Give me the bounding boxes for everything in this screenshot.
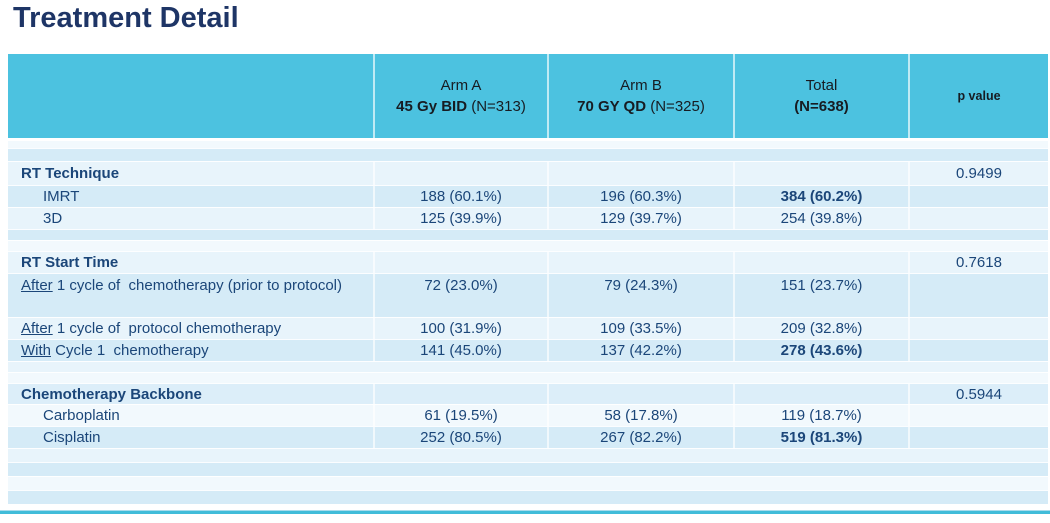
- arm-b-line1: Arm B: [620, 77, 662, 94]
- row-imrt: IMRT 188 (60.1%) 196 (60.3%) 384 (60.2%): [8, 185, 1048, 207]
- arm-b-value: 267 (82.2%): [547, 427, 733, 448]
- row-after-protocol-chemo: After 1 cycle of protocol chemotherapy 1…: [8, 317, 1048, 339]
- bottom-accent-bar: [0, 510, 1050, 514]
- arm-b-value: 109 (33.5%): [547, 318, 733, 339]
- total-value: [733, 162, 908, 185]
- row-label: With Cycle 1 chemotherapy: [21, 342, 209, 359]
- label-underlined: After: [21, 320, 53, 337]
- treatment-table: Arm A 45 Gy BID (N=313) Arm B 70 GY QD (…: [8, 54, 1048, 504]
- arm-a-value: 61 (19.5%): [373, 405, 547, 426]
- table-header-row: Arm A 45 Gy BID (N=313) Arm B 70 GY QD (…: [8, 54, 1048, 138]
- total-value: 254 (39.8%): [733, 208, 908, 229]
- total-value: [733, 384, 908, 404]
- arm-a-value: 141 (45.0%): [373, 340, 547, 361]
- row-after-prior-protocol: After 1 cycle of chemotherapy (prior to …: [8, 273, 1048, 317]
- row-label: 3D: [43, 210, 63, 227]
- p-value: 0.5944: [908, 384, 1048, 404]
- row-rt-technique: RT Technique 0.9499: [8, 161, 1048, 185]
- row-cisplatin: Cisplatin 252 (80.5%) 267 (82.2%) 519 (8…: [8, 426, 1048, 448]
- arm-a-value: [373, 162, 547, 185]
- total-value: 384 (60.2%): [733, 186, 908, 207]
- header-total: Total (N=638): [733, 54, 908, 138]
- p-value: [908, 405, 1048, 426]
- arm-a-value: 125 (39.9%): [373, 208, 547, 229]
- arm-b-value: [547, 162, 733, 185]
- total-value: [733, 252, 908, 273]
- p-value: 0.9499: [908, 162, 1048, 185]
- arm-a-value: 100 (31.9%): [373, 318, 547, 339]
- row-with-cycle-1: With Cycle 1 chemotherapy 141 (45.0%) 13…: [8, 339, 1048, 361]
- p-value: [908, 318, 1048, 339]
- header-arm-a: Arm A 45 Gy BID (N=313): [373, 54, 547, 138]
- spacer-row: [8, 476, 1048, 490]
- header-empty-cell: [8, 54, 373, 138]
- arm-b-value: 58 (17.8%): [547, 405, 733, 426]
- p-value: [908, 186, 1048, 207]
- spacer-row: [8, 462, 1048, 476]
- p-value: 0.7618: [908, 252, 1048, 273]
- spacer-row: [8, 448, 1048, 462]
- spacer-row: [8, 361, 1048, 372]
- arm-a-value: 252 (80.5%): [373, 427, 547, 448]
- total-value: 119 (18.7%): [733, 405, 908, 426]
- row-label: After 1 cycle of protocol chemotherapy: [21, 320, 282, 337]
- arm-b-value: 137 (42.2%): [547, 340, 733, 361]
- header-p-value: p value: [908, 54, 1048, 138]
- arm-b-value: 129 (39.7%): [547, 208, 733, 229]
- arm-a-line2: 45 Gy BID (N=313): [396, 98, 526, 115]
- p-value: [908, 340, 1048, 361]
- row-rt-start-time: RT Start Time 0.7618: [8, 251, 1048, 273]
- arm-b-value: 79 (24.3%): [547, 274, 733, 317]
- spacer-row: [8, 148, 1048, 161]
- row-label: IMRT: [43, 188, 80, 205]
- row-label: Cisplatin: [43, 429, 101, 446]
- arm-a-line1: Arm A: [440, 77, 482, 94]
- row-label: After 1 cycle of chemotherapy (prior to …: [21, 277, 342, 294]
- row-label: Carboplatin: [43, 407, 120, 424]
- arm-a-value: 72 (23.0%): [373, 274, 547, 317]
- arm-a-value: [373, 384, 547, 404]
- header-arm-b: Arm B 70 GY QD (N=325): [547, 54, 733, 138]
- arm-a-value: 188 (60.1%): [373, 186, 547, 207]
- row-label: RT Start Time: [21, 254, 119, 271]
- row-label: Chemotherapy Backbone: [21, 385, 202, 403]
- spacer-row: [8, 138, 1048, 148]
- spacer-row: [8, 490, 1048, 504]
- row-carboplatin: Carboplatin 61 (19.5%) 58 (17.8%) 119 (1…: [8, 404, 1048, 426]
- page-title: Treatment Detail: [13, 2, 239, 34]
- p-value: [908, 427, 1048, 448]
- total-value: 151 (23.7%): [733, 274, 908, 317]
- arm-b-line2: 70 GY QD (N=325): [577, 98, 705, 115]
- spacer-row: [8, 229, 1048, 240]
- total-value: 209 (32.8%): [733, 318, 908, 339]
- p-value: [908, 208, 1048, 229]
- label-underlined: With: [21, 342, 51, 359]
- row-chemotherapy-backbone: Chemotherapy Backbone 0.5944: [8, 383, 1048, 404]
- arm-a-value: [373, 252, 547, 273]
- row-label: RT Technique: [21, 165, 120, 182]
- total-value: 278 (43.6%): [733, 340, 908, 361]
- spacer-row: [8, 240, 1048, 251]
- spacer-row: [8, 372, 1048, 383]
- row-3d: 3D 125 (39.9%) 129 (39.7%) 254 (39.8%): [8, 207, 1048, 229]
- p-value: [908, 274, 1048, 317]
- label-underlined: After: [21, 277, 53, 294]
- total-line1: Total: [805, 77, 838, 94]
- total-line2: (N=638): [794, 98, 849, 115]
- total-value: 519 (81.3%): [733, 427, 908, 448]
- arm-b-value: 196 (60.3%): [547, 186, 733, 207]
- arm-b-value: [547, 252, 733, 273]
- arm-b-value: [547, 384, 733, 404]
